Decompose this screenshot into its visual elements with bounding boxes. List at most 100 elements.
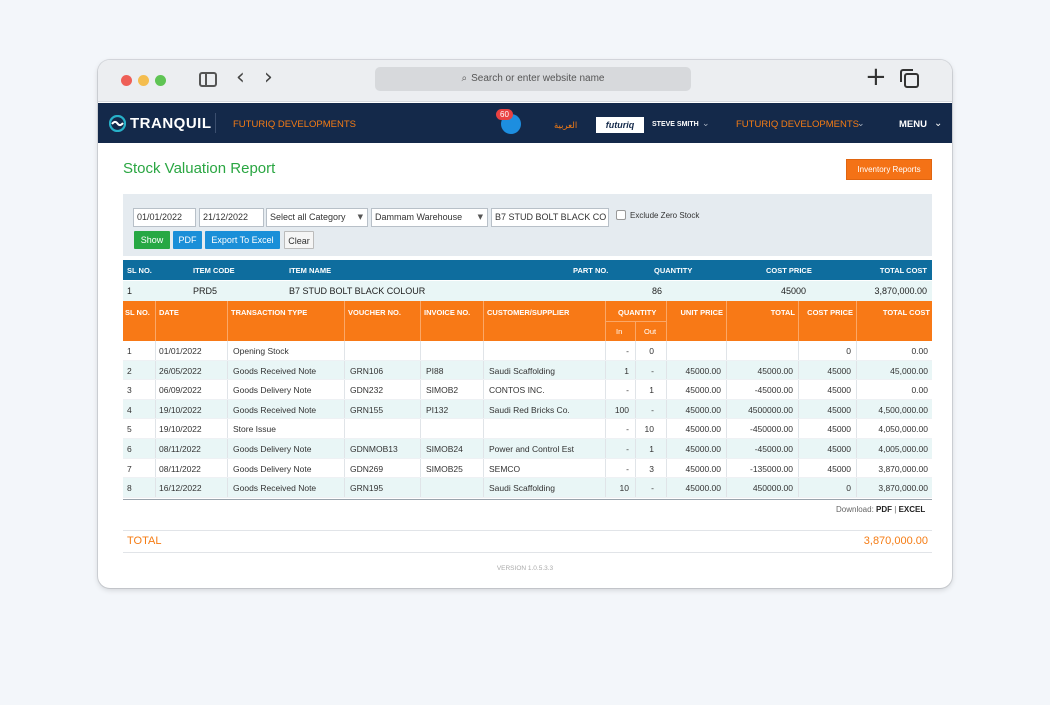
column-divider — [483, 341, 484, 360]
table-row[interactable]: 6 08/11/2022 Goods Delivery Note GDNMOB13 SI… — [123, 438, 932, 459]
column-divider — [344, 399, 345, 419]
company-selector[interactable]: FUTURIQ DEVELOPMENTS — [736, 119, 859, 130]
table-row[interactable]: 1 01/01/2022 Opening Stock - 0 0 0.00 — [123, 341, 932, 361]
column-divider — [666, 438, 667, 458]
clear-button[interactable]: Clear — [284, 231, 314, 249]
user-menu[interactable]: STEVE SMITH — [652, 121, 699, 128]
main-menu[interactable]: MENU — [899, 119, 927, 130]
cell-qty-in: - — [626, 463, 629, 474]
forward-arrow-icon[interactable]: › — [264, 65, 273, 90]
col-transaction-type: TRANSACTION TYPE — [231, 308, 308, 317]
column-divider — [798, 341, 799, 360]
column-divider — [635, 380, 636, 399]
language-switch[interactable]: العربية — [554, 120, 578, 130]
cell-total-cost: 3,870,000.00 — [878, 483, 928, 494]
to-date-input[interactable]: 21/12/2022 — [199, 208, 264, 227]
column-divider — [666, 399, 667, 419]
cell-total: -450000.00 — [749, 424, 793, 435]
new-tab-icon[interactable]: + — [865, 62, 887, 92]
table-row[interactable]: 5 19/10/2022 Store Issue - 10 45000.00 -450000… — [123, 419, 932, 439]
col-customer-supplier: CUSTOMER/SUPPLIER — [487, 308, 570, 317]
cell-transaction-type: Opening Stock — [233, 346, 289, 356]
back-arrow-icon[interactable]: ‹ — [236, 65, 245, 90]
cell-customer-supplier: Saudi Scaffolding — [489, 483, 556, 494]
column-divider — [227, 341, 228, 360]
close-window-button[interactable] — [121, 75, 132, 86]
cell-voucher-no: GDN232 — [350, 385, 384, 396]
total-label: TOTAL — [127, 535, 162, 547]
column-divider — [420, 478, 421, 497]
cell-customer-supplier: Power and Control Est — [489, 443, 575, 454]
column-divider — [666, 380, 667, 399]
show-button[interactable]: Show — [134, 231, 170, 249]
column-divider — [726, 301, 727, 341]
cell-unit-price: 45000.00 — [685, 463, 721, 474]
sidebar-toggle-icon[interactable] — [199, 72, 217, 87]
column-divider — [483, 360, 484, 380]
column-divider — [856, 478, 857, 497]
cell-unit-price: 45000.00 — [685, 424, 721, 435]
col-in: In — [616, 327, 623, 336]
cell-unit-price: 45000.00 — [685, 385, 721, 396]
table-row[interactable]: 2 26/05/2022 Goods Received Note GRN106 PI88… — [123, 360, 932, 381]
column-divider — [856, 341, 857, 360]
download-excel-link[interactable]: EXCEL — [898, 505, 926, 514]
table-row[interactable]: 8 16/12/2022 Goods Received Note GRN195 Saud… — [123, 478, 932, 498]
column-divider — [420, 360, 421, 380]
cell-cost-price: 45000 — [827, 365, 851, 376]
column-divider — [605, 478, 606, 497]
column-divider — [856, 360, 857, 380]
maximize-window-button[interactable] — [155, 75, 166, 86]
column-divider — [155, 438, 156, 458]
table-row[interactable]: 3 06/09/2022 Goods Delivery Note GDN232 SIMO… — [123, 380, 932, 400]
cell-date: 06/09/2022 — [159, 385, 202, 396]
column-divider — [635, 341, 636, 360]
inventory-reports-button[interactable]: Inventory Reports — [846, 159, 932, 180]
chevron-down-icon[interactable]: ⌄ — [857, 119, 865, 129]
table-row[interactable]: 4 19/10/2022 Goods Received Note GRN155 PI13… — [123, 399, 932, 420]
column-divider — [666, 419, 667, 438]
column-divider — [726, 458, 727, 478]
column-divider — [605, 458, 606, 478]
col-sl-no: SL NO. — [125, 308, 150, 317]
download-links: Download: PDF | EXCEL — [836, 505, 925, 514]
cell-date: 26/05/2022 — [159, 365, 202, 376]
col-sl-no: SL NO. — [127, 266, 152, 275]
tab-overview-icon[interactable] — [900, 69, 919, 88]
column-divider — [155, 399, 156, 419]
column-divider — [605, 341, 606, 360]
cell-total-cost: 4,005,000.00 — [878, 443, 928, 454]
minimize-window-button[interactable] — [138, 75, 149, 86]
export-excel-button[interactable]: Export To Excel — [205, 231, 280, 249]
column-divider — [856, 438, 857, 458]
chevron-down-icon[interactable]: ⌄ — [934, 118, 943, 129]
cell-total: 450000.00 — [752, 483, 793, 494]
cell-total: -45000.00 — [754, 443, 793, 454]
download-pdf-link[interactable]: PDF — [876, 505, 893, 514]
category-select[interactable]: Select all Category ▼ — [266, 208, 368, 227]
summary-row[interactable]: 1 PRD5 B7 STUD BOLT BLACK COLOUR 86 4500… — [123, 281, 932, 301]
address-bar[interactable]: ⌕ Search or enter website name — [375, 67, 691, 91]
chevron-down-icon[interactable]: ⌄ — [702, 119, 710, 129]
header-divider — [215, 113, 216, 133]
column-divider — [344, 301, 345, 341]
cell-customer-supplier: Saudi Red Bricks Co. — [489, 404, 570, 415]
column-divider — [483, 458, 484, 478]
cell-total-cost: 0.00 — [911, 346, 928, 356]
cell-cost-price: 0 — [846, 483, 851, 494]
item-input[interactable]: B7 STUD BOLT BLACK CO — [491, 208, 609, 227]
column-divider — [483, 380, 484, 399]
from-date-input[interactable]: 01/01/2022 — [133, 208, 196, 227]
brand-name[interactable]: TRANQUIL — [130, 115, 212, 132]
column-divider — [666, 360, 667, 380]
column-divider — [155, 360, 156, 380]
tranquil-logo-icon — [109, 115, 126, 132]
cell-total-cost: 3,870,000.00 — [878, 463, 928, 474]
col-unit-price: UNIT PRICE — [680, 308, 723, 317]
cell-cost-price: 45000 — [827, 385, 851, 396]
column-divider — [420, 419, 421, 438]
warehouse-select[interactable]: Dammam Warehouse ▼ — [371, 208, 488, 227]
pdf-button[interactable]: PDF — [173, 231, 202, 249]
exclude-zero-checkbox[interactable] — [616, 210, 626, 220]
table-row[interactable]: 7 08/11/2022 Goods Delivery Note GDN269 SIMO… — [123, 458, 932, 479]
